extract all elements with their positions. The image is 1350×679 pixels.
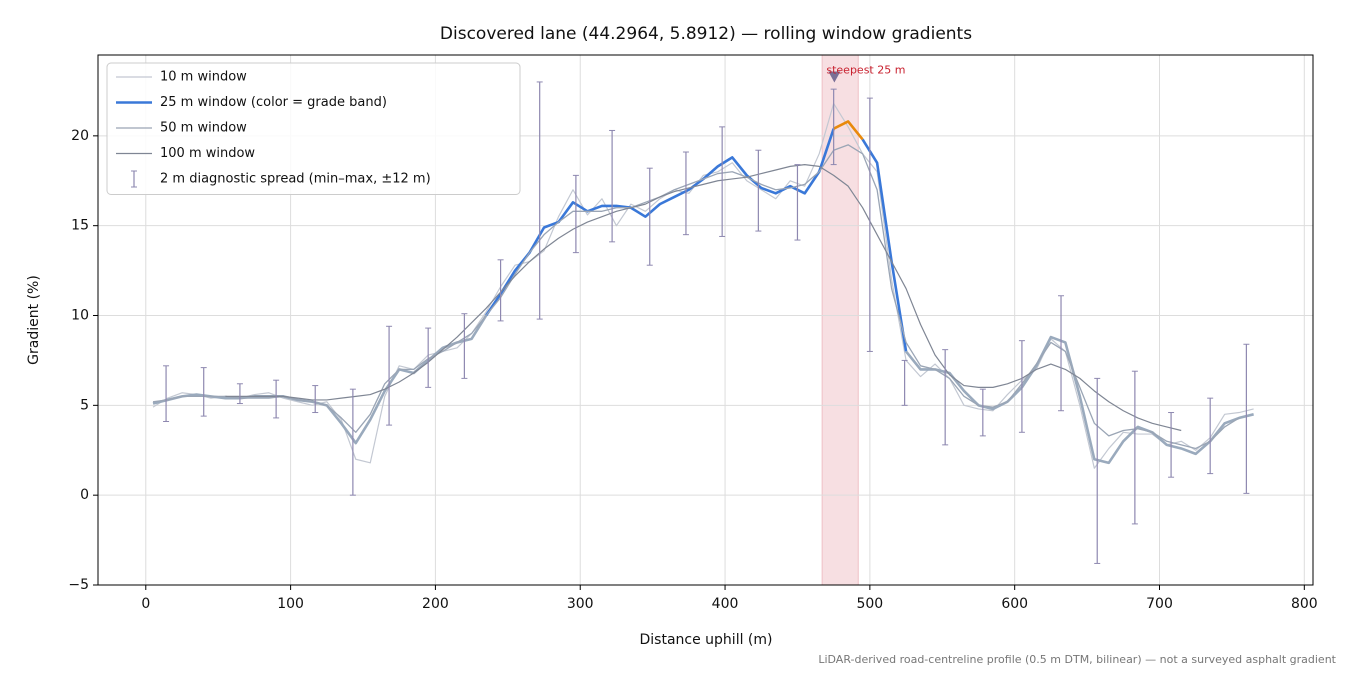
legend-box [106,62,521,195]
series-line [152,144,1240,450]
legend: 10 m window 25 m window (color = grade ba… [106,62,521,195]
y-tick-label: 0 [80,487,89,503]
legend-label: 2 m diagnostic spread (min–max, ±12 m) [160,172,431,187]
x-tick-label: 700 [1146,596,1173,612]
y-tick-label: −5 [68,577,89,593]
x-tick-label: 500 [856,596,883,612]
plot-frame [97,54,1314,586]
footnote: LiDAR-derived road-centreline profile (0… [818,653,1336,666]
series-line [485,128,835,317]
y-tick-label: 10 [71,308,89,324]
x-tick-label: 0 [141,596,150,612]
y-tick-label: 15 [71,218,89,234]
x-tick-label: 200 [422,596,449,612]
y-tick-label: 5 [80,397,89,413]
steepest-label: steepest 25 m [826,64,905,77]
legend-label: 25 m window (color = grade band) [160,95,387,110]
legend-label: 50 m window [160,121,247,136]
series-line [905,335,1254,465]
x-tick-label: 600 [1001,596,1028,612]
legend-label: 100 m window [160,146,255,161]
legend-label: 10 m window [160,70,247,85]
x-axis-label: Distance uphill (m) [640,632,773,648]
x-tick-label: 800 [1291,596,1318,612]
x-tick-label: 100 [277,596,304,612]
series-line [833,120,864,141]
x-tick-label: 300 [567,596,594,612]
x-tick-label: 400 [712,596,739,612]
y-tick-label: 20 [71,128,89,144]
steepest-marker [828,71,841,83]
y-axis-label: Gradient (%) [26,275,42,365]
chart-title: Discovered lane (44.2964, 5.8912) — roll… [440,24,972,44]
